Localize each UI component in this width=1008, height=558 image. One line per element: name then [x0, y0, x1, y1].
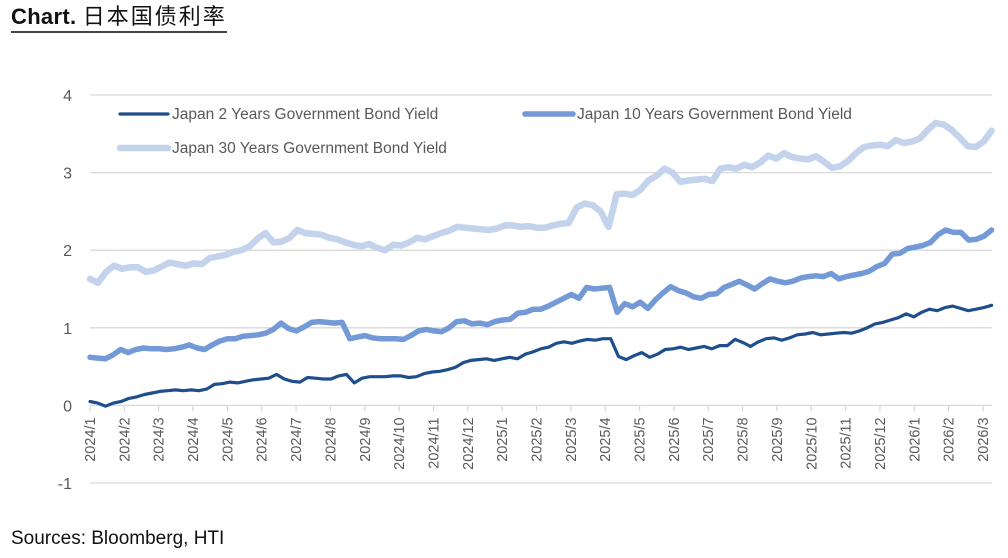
- x-tick-label: 2026/1: [907, 417, 923, 461]
- legend-label: Japan 30 Years Government Bond Yield: [172, 140, 447, 157]
- source-note: Sources: Bloomberg, HTI: [11, 528, 225, 549]
- x-tick-label: 2024/5: [220, 417, 236, 461]
- y-tick-label: 4: [63, 88, 72, 105]
- x-tick-label: 2025/8: [736, 417, 752, 461]
- y-tick-label: 0: [63, 398, 72, 415]
- x-tick-label: 2025/6: [667, 417, 683, 461]
- x-tick-label: 2024/3: [152, 417, 168, 461]
- x-tick-label: 2025/3: [564, 417, 580, 461]
- y-tick-label: 3: [63, 166, 72, 183]
- chart-title-prefix: Chart.: [11, 4, 77, 29]
- x-tick-label: 2024/6: [255, 417, 271, 461]
- x-tick-label: 2025/11: [839, 417, 855, 468]
- series-line-2y: [88, 303, 994, 408]
- y-tick-label: 2: [63, 243, 72, 260]
- series-lines: [86, 119, 995, 408]
- x-tick-label: 2025/9: [770, 417, 786, 461]
- x-tick-label: 2024/10: [392, 417, 408, 469]
- x-tick-label: 2024/12: [461, 417, 477, 469]
- x-tick-label: 2025/2: [530, 417, 546, 461]
- x-tick-label: 2025/5: [633, 417, 649, 461]
- x-axis-ticks: 2024/1 2024/2 2024/3 2024/4 2024/5 2024/6 2024…: [83, 405, 992, 470]
- x-tick-label: 2024/1: [83, 417, 99, 461]
- x-tick-label: 2025/1: [495, 417, 511, 461]
- series-line-10y: [87, 227, 995, 362]
- x-tick-label: 2025/7: [701, 417, 717, 461]
- gridlines: [90, 94, 992, 484]
- x-tick-label: 2026/2: [942, 417, 958, 461]
- y-tick-label: -1: [58, 476, 72, 493]
- series-line-30y: [86, 119, 995, 287]
- chart-title: Chart. 日本国债利率: [11, 4, 227, 33]
- legend: Japan 2 Years Government Bond Yield Japan…: [116, 106, 852, 157]
- x-tick-label: 2024/11: [426, 417, 442, 468]
- chart-title-main: 日本国债利率: [82, 5, 227, 30]
- y-axis-ticks: -1 0 1 2 3 4: [58, 88, 72, 493]
- x-tick-label: 2024/8: [323, 417, 339, 461]
- legend-label: Japan 2 Years Government Bond Yield: [172, 106, 438, 123]
- x-tick-label: 2025/10: [804, 417, 820, 469]
- x-tick-label: 2025/4: [598, 417, 614, 461]
- x-tick-label: 2024/4: [186, 417, 202, 461]
- x-tick-label: 2025/12: [873, 417, 889, 469]
- legend-label: Japan 10 Years Government Bond Yield: [577, 106, 852, 123]
- x-tick-label: 2024/2: [117, 417, 133, 461]
- y-tick-label: 1: [63, 321, 72, 338]
- x-tick-label: 2026/3: [976, 417, 992, 461]
- x-tick-label: 2024/9: [358, 417, 374, 461]
- x-tick-label: 2024/7: [289, 417, 305, 461]
